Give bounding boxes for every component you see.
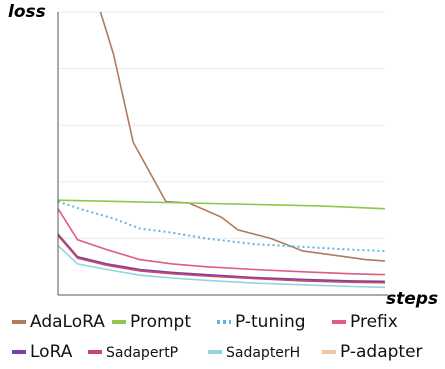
legend: AdaLoRA Prompt P-tuning Prefix LoRA SadapertP… bbox=[12, 312, 423, 362]
legend-label-prompt: Prompt bbox=[130, 312, 191, 332]
series-line-prompt bbox=[57, 199, 386, 210]
series-lines bbox=[57, 11, 386, 289]
series-line-sadapertp bbox=[57, 235, 386, 284]
series-line-prefix bbox=[57, 208, 386, 276]
grid-lines bbox=[58, 11, 385, 239]
legend-label-sadapterh: SadapterH bbox=[226, 345, 300, 361]
series-line-lora bbox=[57, 233, 386, 283]
legend-label-p-adapter: P-adapter bbox=[340, 342, 423, 362]
series-line-p-tuning bbox=[57, 200, 386, 253]
x-axis-label: steps bbox=[386, 289, 438, 309]
legend-label-lora: LoRA bbox=[30, 342, 73, 362]
series-line-adalora bbox=[99, 11, 386, 262]
legend-label-sadapertp: SadapertP bbox=[106, 345, 178, 361]
legend-label-adalora: AdaLoRA bbox=[30, 312, 105, 332]
legend-label-p-tuning: P-tuning bbox=[235, 312, 306, 332]
series-line-sadapterh bbox=[57, 244, 386, 289]
legend-label-prefix: Prefix bbox=[350, 312, 398, 332]
y-axis-label: loss bbox=[8, 2, 46, 22]
